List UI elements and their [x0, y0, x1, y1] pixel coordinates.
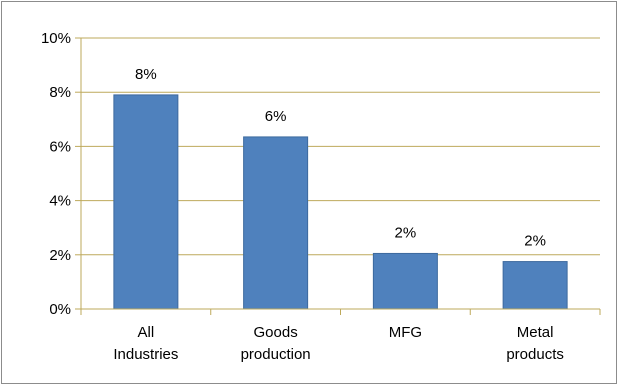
category-label-line: Metal — [517, 324, 554, 341]
data-label: 2% — [395, 224, 417, 241]
category-label-line: products — [506, 346, 564, 363]
y-tick-label: 0% — [49, 301, 71, 318]
y-tick-label: 8% — [49, 84, 71, 101]
category-label: MFG — [389, 324, 422, 341]
y-tick-label: 2% — [49, 247, 71, 264]
category-label-line: MFG — [389, 324, 422, 341]
bar — [372, 252, 438, 310]
category-label: Metal products — [506, 324, 564, 363]
axes — [75, 37, 601, 315]
bar — [502, 261, 568, 310]
data-label: 2% — [524, 233, 546, 250]
y-tick-label: 4% — [49, 193, 71, 210]
category-label: Goods production — [241, 324, 311, 363]
bar — [243, 136, 309, 310]
bars — [113, 94, 568, 310]
category-label-line: All — [138, 324, 155, 341]
bar — [113, 94, 179, 310]
category-label: All Industries — [113, 324, 178, 363]
y-tick-label: 6% — [49, 138, 71, 155]
category-label-line: Goods — [254, 324, 298, 341]
category-label-line: production — [241, 346, 311, 363]
data-label: 6% — [265, 108, 287, 125]
category-label-line: Industries — [113, 346, 178, 363]
y-tick-label: 10% — [41, 30, 71, 47]
labels: 0% 2% 4% 6% 8% 10% 8% All Industries 6% Goods produ… — [41, 30, 564, 363]
data-label: 8% — [135, 66, 157, 83]
